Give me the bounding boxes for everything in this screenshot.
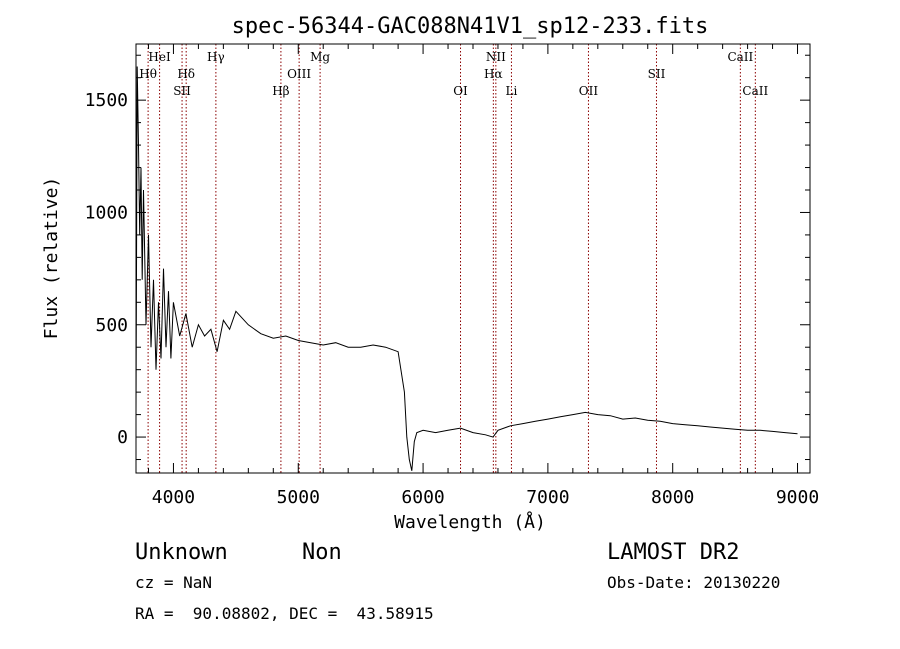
x-axis-ticks: 4000 5000 6000 7000 8000 9000 — [147, 44, 819, 508]
spectral-line-label: NII — [486, 50, 506, 64]
class-label: Unknown — [135, 540, 228, 565]
y-tick-label: 1500 — [85, 90, 128, 111]
spectral-line-label: Hθ — [139, 67, 157, 81]
y-axis-ticks: 0 500 1000 1500 — [85, 54, 810, 461]
y-axis-label: Flux (relative) — [41, 177, 62, 340]
spectral-line-label: SII — [648, 67, 666, 81]
y-tick-label: 1000 — [85, 202, 128, 223]
x-tick-label: 4000 — [152, 487, 195, 508]
chart-title: spec-56344-GAC088N41V1_sp12-233.fits — [232, 14, 709, 39]
radec-label: RA = 90.08802, DEC = 43.58915 — [135, 604, 434, 623]
spectral-line-markers — [147, 44, 756, 473]
spectral-line-label: OIII — [287, 67, 311, 81]
spectral-line-label: OI — [453, 84, 468, 98]
subclass-label: Non — [302, 540, 342, 565]
spectral-line-label: CaII — [742, 84, 768, 98]
x-tick-label: 5000 — [277, 487, 320, 508]
spectral-line-label: CaII — [727, 50, 753, 64]
spectral-line-label: HeI — [148, 50, 171, 64]
spectral-line-label: SII — [173, 84, 191, 98]
obs-date-label: Obs-Date: 20130220 — [607, 573, 780, 592]
spectral-line-label: Hβ — [272, 84, 289, 98]
spectral-line-label: Hα — [484, 67, 503, 81]
spectral-line-label: Hδ — [177, 67, 195, 81]
spectral-line-label: Hγ — [207, 50, 225, 64]
spectrum-line — [135, 66, 798, 471]
y-tick-label: 500 — [95, 315, 128, 336]
spectral-line-label: OII — [579, 84, 599, 98]
plot-frame — [135, 43, 811, 474]
survey-label: LAMOST DR2 — [607, 540, 739, 565]
y-tick-label: 0 — [117, 427, 128, 448]
x-axis-label: Wavelength (Å) — [394, 511, 546, 533]
x-tick-label: 7000 — [526, 487, 569, 508]
spectral-line-label: Mg — [310, 50, 330, 64]
x-tick-label: 9000 — [776, 487, 819, 508]
spectral-line-label: Li — [506, 84, 518, 98]
x-tick-label: 8000 — [651, 487, 694, 508]
x-tick-label: 6000 — [401, 487, 444, 508]
cz-label: cz = NaN — [135, 573, 212, 592]
